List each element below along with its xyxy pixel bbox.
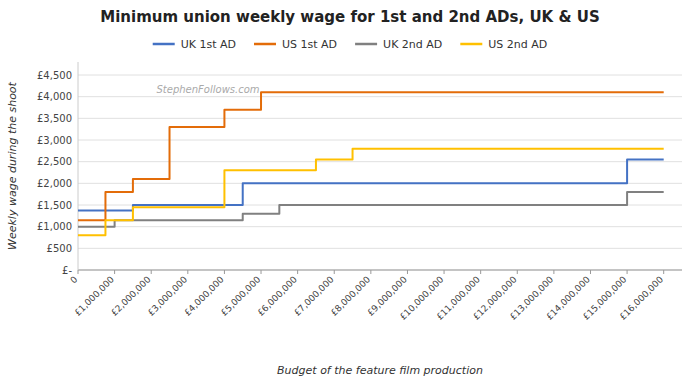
x-tick (590, 270, 591, 274)
grid-line (78, 248, 682, 249)
y-tick-label: £500 (47, 243, 72, 254)
y-tick-label: £2,500 (37, 156, 72, 167)
x-tick (553, 270, 554, 274)
x-tick (407, 270, 408, 274)
legend-item: US 1st AD (254, 38, 337, 51)
x-tick (663, 270, 664, 274)
legend-label: UK 1st AD (181, 38, 236, 51)
series-line (78, 192, 664, 227)
grid-line (78, 96, 682, 97)
watermark: StephenFollows.com (157, 84, 260, 95)
y-tick-label: £2,000 (37, 178, 72, 189)
grid-line (78, 118, 682, 119)
legend-item: UK 2nd AD (355, 38, 442, 51)
x-tick (114, 270, 115, 274)
legend-swatch (254, 43, 276, 46)
x-tick (480, 270, 481, 274)
title: Minimum union weekly wage for 1st and 2n… (100, 8, 599, 26)
legend-swatch (355, 43, 377, 46)
x-tick-label: £16,000,000 (618, 274, 666, 322)
x-tick (78, 270, 79, 274)
y-tick-label: £4,500 (37, 70, 72, 81)
y-axis (78, 62, 79, 270)
legend-swatch (460, 43, 482, 46)
x-tick (517, 270, 518, 274)
series-line (78, 149, 664, 236)
x-axis (78, 270, 682, 271)
x-tick (187, 270, 188, 274)
x-tick (627, 270, 628, 274)
grid-line (78, 75, 682, 76)
legend-item: US 2nd AD (460, 38, 547, 51)
series-line (78, 160, 664, 211)
x-axis-label: Budget of the feature film production (277, 364, 483, 377)
legend-swatch (153, 43, 175, 46)
legend-label: US 1st AD (282, 38, 337, 51)
y-tick-label: £- (62, 265, 72, 276)
x-tick (261, 270, 262, 274)
x-tick-label: 0 (68, 274, 79, 285)
x-tick (370, 270, 371, 274)
grid-line (78, 270, 682, 271)
chart: Minimum union weekly wage for 1st and 2n… (0, 0, 700, 382)
y-axis-label: Weekly wage during the shoot (6, 81, 19, 250)
series-line (78, 92, 664, 220)
legend: UK 1st AD US 1st AD UK 2nd AD US 2nd AD (153, 38, 548, 51)
x-tick (444, 270, 445, 274)
y-tick-label: £1,500 (37, 200, 72, 211)
x-tick (297, 270, 298, 274)
legend-item: UK 1st AD (153, 38, 236, 51)
x-tick (224, 270, 225, 274)
x-tick (151, 270, 152, 274)
x-tick (334, 270, 335, 274)
plot-area (78, 92, 664, 235)
legend-label: UK 2nd AD (383, 38, 442, 51)
y-tick-label: £3,000 (37, 135, 72, 146)
y-tick-label: £3,500 (37, 113, 72, 124)
legend-label: US 2nd AD (488, 38, 547, 51)
y-tick-label: £1,000 (37, 221, 72, 232)
y-tick-label: £4,000 (37, 91, 72, 102)
grid-line (78, 226, 682, 227)
